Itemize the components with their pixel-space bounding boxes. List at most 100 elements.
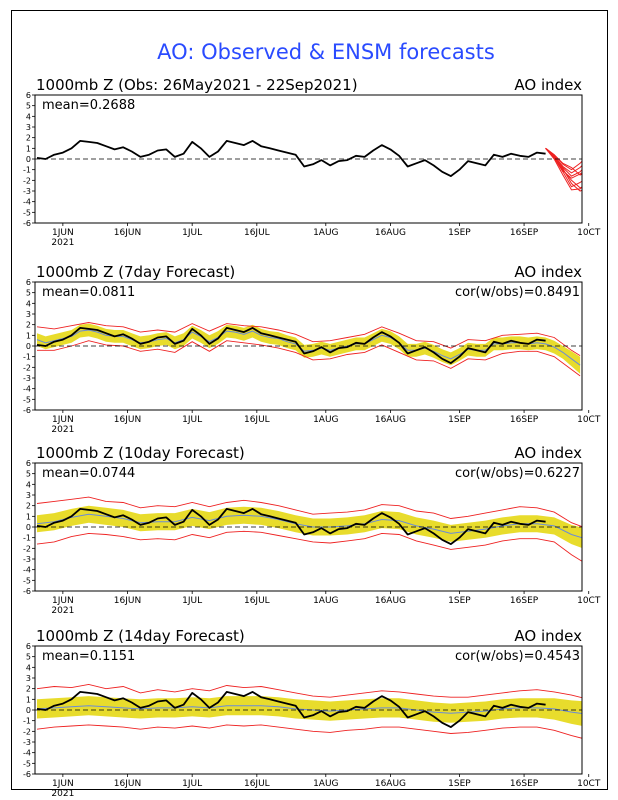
y-tick-label: 4 bbox=[26, 299, 31, 308]
y-tick-label: 0 bbox=[26, 706, 31, 715]
x-tick-label: 1JUL bbox=[182, 228, 202, 238]
x-tick-label: 1JUN bbox=[52, 415, 74, 425]
y-tick-label: 5 bbox=[26, 102, 31, 111]
panel-mean-stat: mean=0.0811 bbox=[42, 285, 135, 300]
x-tick-label: 16JUL bbox=[244, 596, 270, 606]
y-tick-label: 4 bbox=[26, 480, 31, 489]
y-tick-label: 1 bbox=[26, 144, 31, 153]
series-member-8 bbox=[545, 147, 582, 192]
x-tick-year-label: 2021 bbox=[51, 789, 74, 799]
x-tick-label: 10CT bbox=[577, 779, 601, 789]
panel-mean-stat: mean=0.0744 bbox=[42, 466, 135, 481]
panel-header-index: AO index bbox=[514, 627, 582, 645]
panel-header-index: AO index bbox=[514, 76, 582, 94]
y-tick-label: 3 bbox=[26, 310, 31, 319]
panel-correlation-stat: cor(w/obs)=0.4543 bbox=[455, 649, 580, 664]
x-tick-label: 1AUG bbox=[313, 415, 338, 425]
x-tick-label: 1AUG bbox=[313, 779, 338, 789]
x-tick-label: 1SEP bbox=[448, 596, 471, 606]
y-tick-label: 4 bbox=[26, 112, 31, 121]
ensemble-spread-band bbox=[37, 696, 582, 726]
series-ensemble-mean bbox=[36, 513, 582, 539]
x-tick-label: 1JUL bbox=[182, 596, 202, 606]
x-tick-label: 16JUN bbox=[114, 228, 141, 238]
x-tick-label: 16AUG bbox=[375, 596, 406, 606]
y-tick-label: 0 bbox=[26, 523, 31, 532]
series-observed bbox=[36, 691, 546, 728]
panel-mean-stat: mean=0.1151 bbox=[42, 649, 135, 664]
y-tick-label: 5 bbox=[26, 470, 31, 479]
x-tick-label: 16AUG bbox=[375, 228, 406, 238]
x-tick-label: 16JUL bbox=[244, 779, 270, 789]
plot-area bbox=[35, 322, 582, 377]
y-tick-label: -2 bbox=[23, 727, 31, 736]
x-tick-label: 1JUL bbox=[182, 779, 202, 789]
panel-header-index: AO index bbox=[514, 263, 582, 281]
x-tick-label: 1JUN bbox=[52, 596, 74, 606]
y-tick-label: -2 bbox=[23, 176, 31, 185]
series-observed bbox=[36, 507, 546, 545]
panel-header-title: 1000mb Z (14day Forecast) bbox=[36, 627, 245, 645]
panel-header-title: 1000mb Z (Obs: 26May2021 - 22Sep2021) bbox=[36, 76, 358, 94]
y-tick-label: -1 bbox=[23, 534, 31, 543]
x-tick-label: 1JUN bbox=[52, 228, 74, 238]
y-tick-label: 2 bbox=[26, 502, 31, 511]
y-tick-label: 3 bbox=[26, 491, 31, 500]
y-tick-label: -3 bbox=[23, 187, 31, 196]
y-tick-label: -5 bbox=[23, 759, 31, 768]
y-tick-label: -4 bbox=[23, 566, 31, 575]
y-tick-label: 5 bbox=[26, 289, 31, 298]
y-tick-label: 2 bbox=[26, 321, 31, 330]
y-tick-label: -5 bbox=[23, 395, 31, 404]
series-member-9 bbox=[545, 147, 582, 176]
x-tick-label: 16SEP bbox=[510, 415, 539, 425]
series-member-max bbox=[36, 683, 582, 699]
y-tick-label: -2 bbox=[23, 363, 31, 372]
figure-title: AO: Observed & ENSM forecasts bbox=[157, 40, 495, 64]
x-tick-label: 16JUL bbox=[244, 228, 270, 238]
x-tick-label: 10CT bbox=[577, 596, 601, 606]
y-tick-label: 5 bbox=[26, 653, 31, 662]
y-tick-label: 2 bbox=[26, 134, 31, 143]
y-tick-label: 6 bbox=[26, 278, 31, 287]
x-tick-year-label: 2021 bbox=[51, 238, 74, 248]
y-tick-label: -1 bbox=[23, 717, 31, 726]
x-tick-label: 1SEP bbox=[448, 779, 471, 789]
series-observed bbox=[36, 326, 546, 365]
ensemble-spread-band bbox=[37, 323, 581, 374]
y-tick-label: 4 bbox=[26, 663, 31, 672]
y-tick-label: 1 bbox=[26, 331, 31, 340]
panel-header-title: 1000mb Z (7day Forecast) bbox=[36, 263, 235, 281]
panels: 1000mb Z (Obs: 26May2021 - 22Sep2021) AO … bbox=[23, 76, 601, 799]
y-tick-label: -6 bbox=[23, 219, 31, 228]
y-tick-label: -1 bbox=[23, 353, 31, 362]
y-tick-label: -4 bbox=[23, 749, 31, 758]
y-tick-label: -4 bbox=[23, 385, 31, 394]
y-tick-label: 6 bbox=[26, 91, 31, 100]
series-member-min bbox=[36, 724, 582, 739]
x-tick-year-label: 2021 bbox=[51, 606, 74, 616]
x-tick-label: 16JUN bbox=[114, 415, 141, 425]
x-tick-label: 16JUN bbox=[114, 596, 141, 606]
y-tick-label: 6 bbox=[26, 459, 31, 468]
y-tick-label: 2 bbox=[26, 685, 31, 694]
x-tick-label: 16JUN bbox=[114, 779, 141, 789]
y-tick-label: -4 bbox=[23, 198, 31, 207]
panel-1: 1000mb Z (Obs: 26May2021 - 22Sep2021) AO … bbox=[23, 76, 601, 248]
x-tick-label: 1SEP bbox=[448, 415, 471, 425]
y-tick-label: 3 bbox=[26, 674, 31, 683]
y-tick-label: -6 bbox=[23, 587, 31, 596]
panel-correlation-stat: cor(w/obs)=0.8491 bbox=[455, 285, 580, 300]
x-tick-label: 1AUG bbox=[313, 596, 338, 606]
figure-border bbox=[11, 10, 608, 790]
y-tick-label: 1 bbox=[26, 512, 31, 521]
y-tick-label: -2 bbox=[23, 544, 31, 553]
plot-area bbox=[35, 683, 582, 739]
x-tick-label: 1AUG bbox=[313, 228, 338, 238]
x-tick-label: 1JUL bbox=[182, 415, 202, 425]
y-tick-label: -3 bbox=[23, 555, 31, 564]
x-tick-label: 1JUN bbox=[52, 779, 74, 789]
series-member-max bbox=[36, 322, 581, 356]
y-tick-label: 6 bbox=[26, 642, 31, 651]
y-tick-label: -6 bbox=[23, 406, 31, 415]
